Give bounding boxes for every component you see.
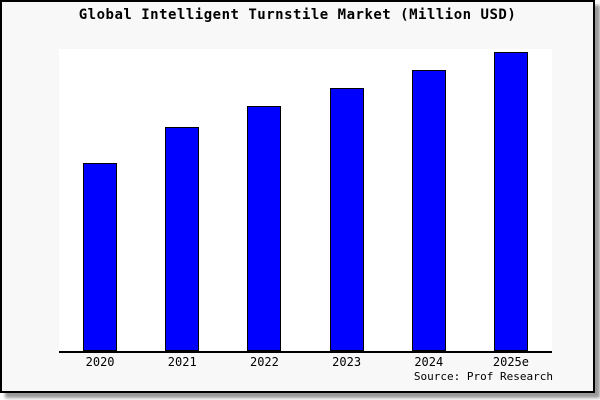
x-tick-label-2025e: 2025e <box>492 355 529 369</box>
bar-2024 <box>411 70 446 351</box>
x-tick-label-2020: 2020 <box>85 355 115 369</box>
plot-area <box>59 49 552 353</box>
chart-frame: Global Intelligent Turnstile Market (Mil… <box>0 0 595 393</box>
x-tick-label-2022: 2022 <box>249 355 279 369</box>
bar-2020 <box>83 163 118 351</box>
x-tick-label-2024: 2024 <box>414 355 444 369</box>
bar-2025e <box>493 52 528 351</box>
x-axis-tick-labels: 2020 2021 2022 2023 2024 2025e <box>59 355 552 369</box>
bars-container <box>59 49 552 351</box>
bar-2023 <box>329 88 364 351</box>
bar-2021 <box>165 127 200 351</box>
x-tick-label-2023: 2023 <box>332 355 362 369</box>
source-credit: Source: Prof Research <box>413 370 553 383</box>
bar-2022 <box>247 106 282 351</box>
x-tick-label-2021: 2021 <box>167 355 197 369</box>
chart-title: Global Intelligent Turnstile Market (Mil… <box>78 7 517 23</box>
